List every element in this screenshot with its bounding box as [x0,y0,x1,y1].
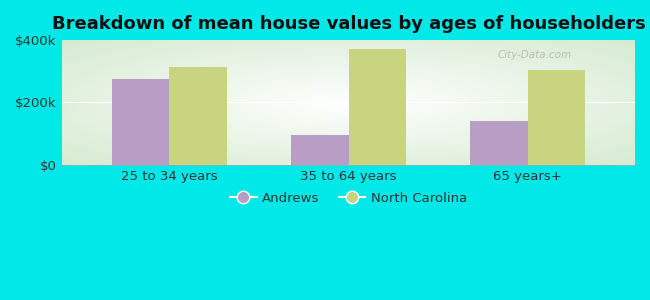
Bar [471,121,528,165]
Bar [291,135,348,165]
Bar [348,50,406,165]
Text: City-Data.com: City-Data.com [497,50,571,60]
Legend: Andrews, North Carolina: Andrews, North Carolina [225,187,472,210]
Bar [112,79,170,165]
Bar [170,67,227,165]
Bar [528,70,585,165]
Title: Breakdown of mean house values by ages of householders: Breakdown of mean house values by ages o… [51,15,645,33]
